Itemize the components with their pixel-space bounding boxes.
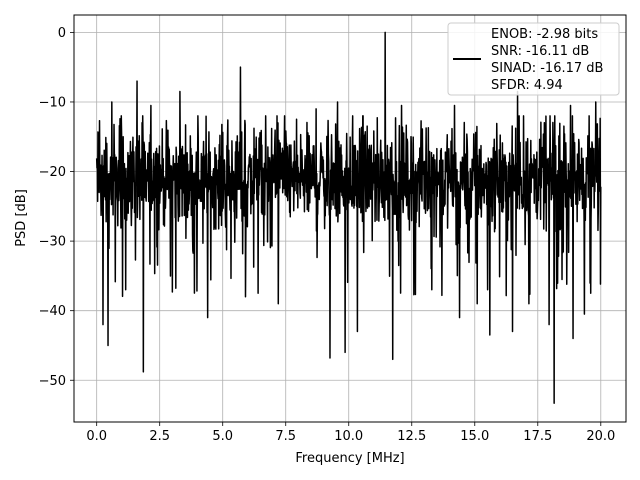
axes-frame [73, 14, 627, 423]
x-tick-label: 5.0 [212, 429, 233, 444]
x-tick-label: 7.5 [275, 429, 296, 444]
y-tick-label: −50 [39, 374, 66, 389]
y-axis-ticks: 0 −10 −20 −30 −40 −50 [39, 26, 74, 389]
legend-enob: ENOB: -2.98 bits [491, 27, 598, 42]
x-tick-label: 0.0 [86, 429, 107, 444]
legend-snr: SNR: -16.11 dB [491, 44, 589, 59]
y-axis-label: PSD [dB] [14, 189, 29, 247]
y-tick-label: −20 [39, 165, 66, 180]
x-tick-label: 20.0 [586, 429, 615, 444]
legend-box [447, 22, 620, 96]
y-tick-label: −40 [39, 304, 66, 319]
legend-sfdr: SFDR: 4.94 [491, 78, 563, 93]
x-tick-label: 10.0 [334, 429, 363, 444]
legend: ENOB: -2.98 bits SNR: -16.11 dB SINAD: -… [447, 22, 620, 96]
x-tick-label: 17.5 [523, 429, 552, 444]
y-tick-label: 0 [58, 26, 66, 41]
x-axis-label: Frequency [MHz] [295, 451, 404, 466]
x-axis-ticks: 0.0 2.5 5.0 7.5 10.0 12.5 15.0 17.5 20.0 [86, 422, 615, 444]
x-tick-label: 12.5 [397, 429, 426, 444]
x-tick-label: 15.0 [460, 429, 489, 444]
y-tick-label: −30 [39, 235, 66, 250]
y-tick-label: −10 [39, 95, 66, 110]
legend-sinad: SINAD: -16.17 dB [491, 61, 603, 76]
psd-series-line [95, 31, 602, 404]
x-tick-label: 2.5 [149, 429, 170, 444]
